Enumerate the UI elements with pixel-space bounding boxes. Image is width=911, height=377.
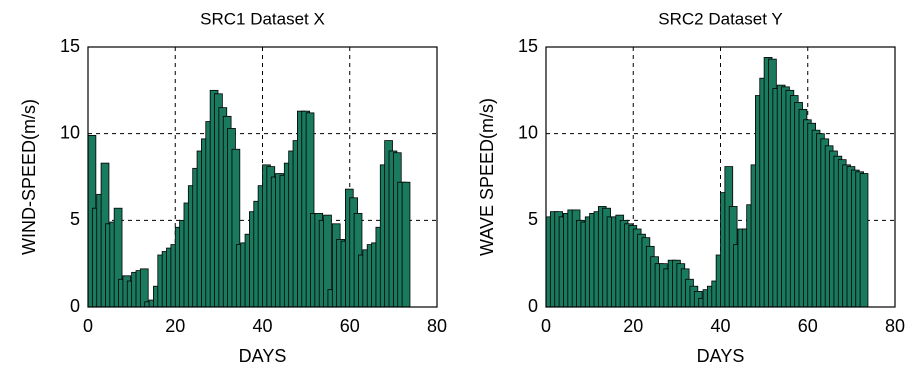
x-tick-label: 20 xyxy=(165,316,185,336)
y-tick-label: 10 xyxy=(60,122,80,142)
x-tick-label: 40 xyxy=(252,316,272,336)
x-tick-label: 60 xyxy=(798,316,818,336)
y-tick-label: 5 xyxy=(528,209,538,229)
x-tick-label: 60 xyxy=(340,316,360,336)
bar xyxy=(139,268,149,308)
bar xyxy=(859,173,869,308)
x-tick-label: 20 xyxy=(623,316,643,336)
x-tick-label: 40 xyxy=(710,316,730,336)
y-tick-label: 15 xyxy=(518,36,538,56)
y-tick-label: 10 xyxy=(518,122,538,142)
bar xyxy=(401,181,411,308)
y-tick-label: 0 xyxy=(528,296,538,316)
y-axis-label: WAVE SPEED(m/s) xyxy=(477,98,497,256)
x-tick-label: 80 xyxy=(427,316,447,336)
chart-title: SRC1 Dataset X xyxy=(200,9,325,28)
x-tick-label: 80 xyxy=(885,316,905,336)
x-tick-label: 0 xyxy=(83,316,93,336)
y-tick-label: 15 xyxy=(60,36,80,56)
axes-frame xyxy=(545,46,896,308)
x-axis-label: DAYS xyxy=(239,346,287,366)
axes-frame xyxy=(87,46,438,308)
x-axis-label: DAYS xyxy=(697,346,745,366)
y-axis-label: WIND-SPEED(m/s) xyxy=(19,99,39,255)
y-tick-label: 5 xyxy=(70,209,80,229)
x-tick-label: 0 xyxy=(541,316,551,336)
chart-title: SRC2 Dataset Y xyxy=(658,9,782,28)
y-tick-label: 0 xyxy=(70,296,80,316)
